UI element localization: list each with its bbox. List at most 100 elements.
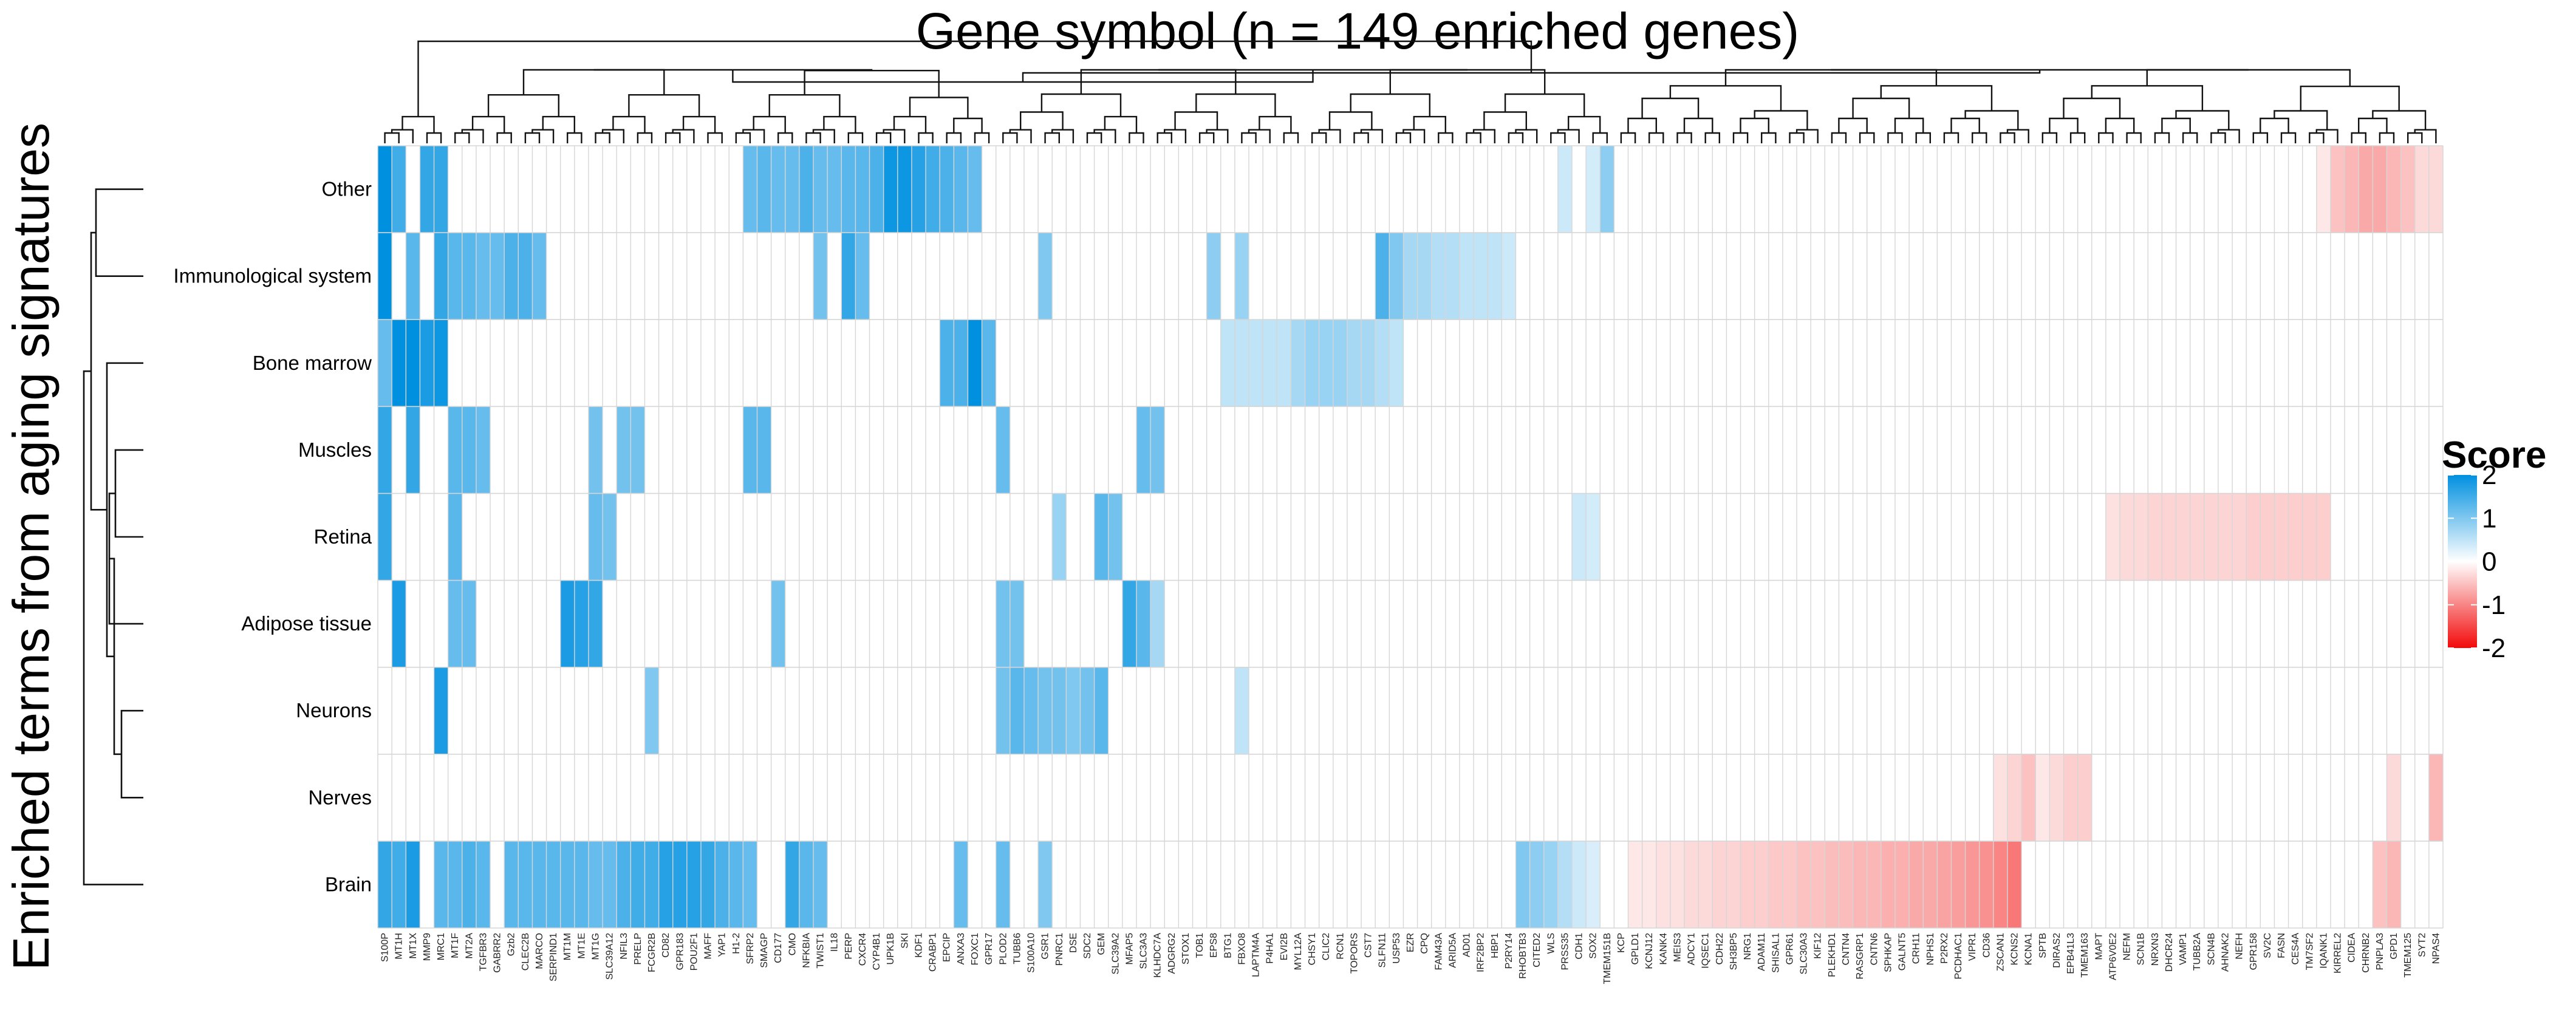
heatmap-cell	[1080, 493, 1095, 581]
heatmap-cell	[1811, 493, 1825, 581]
heatmap-cell	[869, 667, 884, 755]
heatmap-cell	[1347, 146, 1362, 233]
heatmap-cell	[406, 580, 420, 668]
heatmap-cell	[672, 667, 688, 755]
row-label: Adipose tissue	[241, 612, 372, 635]
column-label: ANXA3	[956, 933, 966, 965]
heatmap-cell	[2021, 667, 2036, 755]
heatmap-cell	[560, 406, 575, 494]
heatmap-cell	[1797, 233, 1811, 320]
heatmap-cell	[1768, 493, 1783, 581]
heatmap-cell	[1782, 146, 1797, 233]
heatmap-cell	[2359, 319, 2373, 407]
dendrogram-branch	[1195, 93, 1276, 117]
heatmap-cell	[1220, 493, 1235, 581]
heatmap-cell	[2260, 580, 2275, 668]
heatmap-cell	[1853, 667, 1868, 755]
heatmap-cell	[2091, 493, 2106, 581]
dendrogram-branch	[1241, 132, 1257, 143]
heatmap-cell	[1150, 667, 1165, 755]
heatmap-cell	[954, 754, 968, 842]
heatmap-cell	[2373, 493, 2387, 581]
heatmap-cell	[785, 319, 800, 407]
heatmap-cell	[1698, 580, 1713, 668]
heatmap-cell	[546, 841, 561, 929]
heatmap-cell	[2373, 667, 2387, 755]
heatmap-cell	[2035, 319, 2050, 407]
heatmap-cell	[2021, 319, 2036, 407]
heatmap-cell	[883, 493, 898, 581]
heatmap-cell	[1403, 319, 1418, 407]
heatmap-cell	[1389, 406, 1404, 494]
column-label: TMEM125	[2403, 933, 2413, 978]
heatmap-cell	[827, 580, 842, 668]
heatmap-cell	[869, 754, 884, 842]
column-label: GPR183	[675, 933, 685, 970]
column-label: ADCY1	[1687, 933, 1697, 965]
heatmap-cell	[700, 493, 716, 581]
heatmap-cell	[1937, 580, 1952, 668]
heatmap-cell	[644, 146, 659, 233]
heatmap-cell	[2134, 146, 2148, 233]
heatmap-cell	[1782, 493, 1797, 581]
dendrogram-branch	[1093, 129, 1116, 143]
heatmap-cell	[2288, 667, 2303, 755]
heatmap-cell	[2134, 754, 2148, 842]
heatmap-cell	[2049, 319, 2064, 407]
heatmap-cell	[1150, 406, 1165, 494]
heatmap-cell	[1023, 406, 1039, 494]
heatmap-cell	[2021, 493, 2036, 581]
heatmap-cell	[1979, 754, 1994, 842]
heatmap-cell	[2400, 754, 2416, 842]
heatmap-cell	[2176, 406, 2191, 494]
heatmap-cell	[1375, 667, 1390, 755]
heatmap-cell	[1586, 233, 1601, 320]
heatmap-cell	[926, 667, 940, 755]
heatmap-cell	[1557, 493, 1573, 581]
heatmap-cell	[2120, 841, 2134, 929]
heatmap-cell	[1178, 493, 1193, 581]
heatmap-cell	[1740, 667, 1755, 755]
dendrogram-branch	[1831, 132, 1847, 143]
heatmap-cell	[1811, 406, 1825, 494]
heatmap-cell	[883, 406, 898, 494]
heatmap-cell	[968, 493, 982, 581]
column-label: SYT2	[2417, 933, 2427, 957]
heatmap-cell	[1894, 319, 1910, 407]
heatmap-cell	[1080, 754, 1095, 842]
heatmap-cell	[1543, 146, 1559, 233]
heatmap-cell	[644, 667, 659, 755]
heatmap-cell	[644, 754, 659, 842]
heatmap-cell	[1234, 580, 1249, 668]
heatmap-cell	[1431, 146, 1446, 233]
heatmap-cell	[1291, 146, 1305, 233]
heatmap-cell	[813, 580, 828, 668]
heatmap-cell	[715, 319, 729, 407]
heatmap-cell	[2246, 146, 2261, 233]
heatmap-cell	[1923, 233, 1938, 320]
heatmap-cell	[1586, 319, 1601, 407]
heatmap-cell	[434, 406, 449, 494]
column-label: MAPT	[2094, 933, 2104, 960]
heatmap-cell	[1417, 754, 1432, 842]
heatmap-cell	[1684, 493, 1699, 581]
legend-tick-label: -1	[2482, 590, 2506, 620]
heatmap-cell	[1291, 841, 1305, 929]
heatmap-cell	[2386, 319, 2402, 407]
heatmap-cell	[2063, 493, 2079, 581]
heatmap-cell	[2134, 667, 2148, 755]
heatmap-cell	[1979, 841, 1994, 929]
heatmap-cell	[1600, 754, 1614, 842]
heatmap-cell	[897, 319, 912, 407]
heatmap-cell	[2091, 667, 2106, 755]
heatmap-cell	[2246, 841, 2261, 929]
heatmap-cell	[2091, 233, 2106, 320]
heatmap-cell	[1220, 146, 1235, 233]
column-label: YAP1	[717, 933, 728, 957]
heatmap-cell	[1797, 406, 1811, 494]
heatmap-cell	[2148, 319, 2162, 407]
column-label: MT2A	[464, 933, 474, 959]
heatmap-cell	[968, 580, 982, 668]
heatmap-cell	[2204, 233, 2219, 320]
